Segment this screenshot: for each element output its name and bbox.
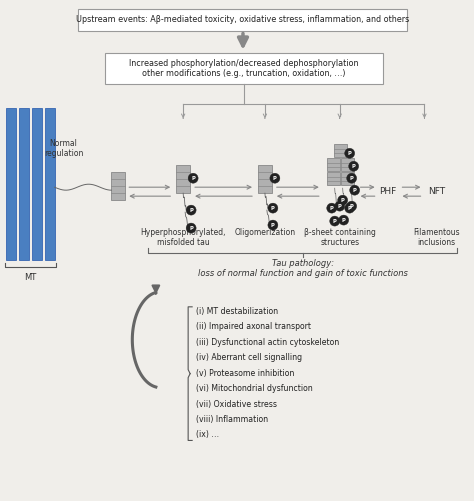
- Circle shape: [188, 173, 198, 183]
- Text: P: P: [271, 222, 275, 227]
- Text: P: P: [191, 176, 195, 181]
- Bar: [111, 172, 125, 200]
- Text: P: P: [348, 205, 352, 210]
- Text: P: P: [271, 205, 275, 210]
- Text: P: P: [353, 188, 356, 193]
- Bar: [327, 158, 340, 171]
- Text: MT: MT: [24, 273, 36, 282]
- Text: (vi) Mitochondrial dysfunction: (vi) Mitochondrial dysfunction: [196, 384, 313, 393]
- Bar: [79, 9, 408, 31]
- Text: P: P: [333, 218, 337, 223]
- Text: P: P: [273, 176, 277, 181]
- Bar: [327, 172, 340, 185]
- Text: Hyperphosphorylated,
misfolded tau: Hyperphosphorylated, misfolded tau: [140, 228, 226, 247]
- Text: (iii) Dysfunctional actin cytoskeleton: (iii) Dysfunctional actin cytoskeleton: [196, 338, 339, 347]
- Circle shape: [186, 223, 196, 233]
- Circle shape: [268, 203, 278, 213]
- Circle shape: [186, 205, 196, 215]
- Circle shape: [327, 203, 337, 213]
- Text: PHF: PHF: [379, 187, 396, 196]
- Circle shape: [346, 173, 356, 183]
- Bar: [176, 165, 190, 193]
- Circle shape: [335, 201, 345, 211]
- Circle shape: [346, 201, 356, 211]
- Text: P: P: [348, 151, 352, 156]
- Bar: [6, 108, 16, 260]
- Bar: [18, 108, 28, 260]
- Circle shape: [339, 215, 349, 225]
- Bar: [105, 53, 383, 85]
- Text: (ii) Impaired axonal transport: (ii) Impaired axonal transport: [196, 322, 311, 331]
- Text: Increased phosphorylation/decreased dephosphorylation
other modifications (e.g.,: Increased phosphorylation/decreased deph…: [129, 59, 359, 78]
- Text: P: P: [330, 205, 334, 210]
- Circle shape: [330, 216, 340, 226]
- Text: P: P: [342, 217, 346, 222]
- Text: P: P: [189, 207, 193, 212]
- Text: P: P: [338, 203, 342, 208]
- Circle shape: [350, 185, 360, 195]
- Text: NFT: NFT: [428, 187, 445, 196]
- Circle shape: [345, 203, 355, 213]
- Bar: [32, 108, 42, 260]
- Text: β-sheet containing
structures: β-sheet containing structures: [304, 228, 375, 247]
- Text: Filamentous
inclusions: Filamentous inclusions: [413, 228, 460, 247]
- Text: P: P: [189, 225, 193, 230]
- Circle shape: [345, 148, 355, 158]
- Bar: [258, 165, 272, 193]
- Circle shape: [268, 220, 278, 230]
- Bar: [45, 108, 55, 260]
- Text: Upstream events: Aβ-mediated toxicity, oxidative stress, inflammation, and other: Upstream events: Aβ-mediated toxicity, o…: [76, 15, 410, 24]
- Text: (ix) …: (ix) …: [196, 430, 219, 439]
- Bar: [334, 144, 346, 157]
- Text: Normal
regulation: Normal regulation: [44, 139, 83, 158]
- Bar: [341, 158, 354, 171]
- Text: P: P: [350, 176, 354, 181]
- Text: (viii) Inflammation: (viii) Inflammation: [196, 415, 268, 424]
- Circle shape: [337, 195, 347, 205]
- Text: P: P: [350, 203, 354, 208]
- Text: (v) Proteasome inhibition: (v) Proteasome inhibition: [196, 369, 294, 378]
- Circle shape: [270, 173, 280, 183]
- Text: (vii) Oxidative stress: (vii) Oxidative stress: [196, 400, 277, 408]
- Text: Oligomerization: Oligomerization: [234, 228, 295, 237]
- Text: (i) MT destabilization: (i) MT destabilization: [196, 307, 278, 316]
- Text: (iv) Aberrant cell signalling: (iv) Aberrant cell signalling: [196, 353, 302, 362]
- Text: Tau pathology:
loss of normal function and gain of toxic functions: Tau pathology: loss of normal function a…: [198, 259, 408, 279]
- Bar: [341, 172, 354, 185]
- Text: P: P: [341, 198, 345, 202]
- Text: P: P: [352, 164, 356, 169]
- Circle shape: [349, 161, 359, 171]
